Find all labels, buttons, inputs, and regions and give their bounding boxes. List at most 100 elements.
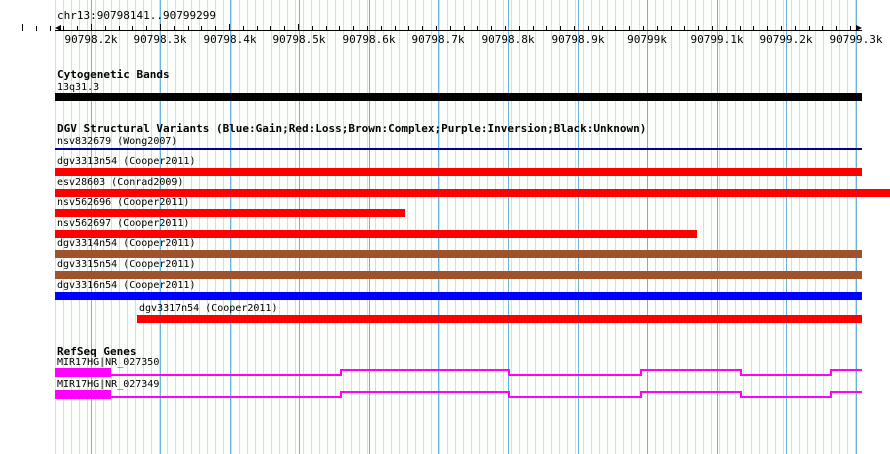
ruler-tick-minor (353, 26, 354, 31)
ruler-tick-minor (850, 26, 851, 31)
gridline-minor (823, 0, 824, 454)
gridline-minor (855, 0, 856, 454)
gridline-minor (575, 0, 576, 454)
dgv-variant-bar[interactable] (137, 315, 862, 323)
ruler-tick-label: 90799.1k (690, 33, 744, 46)
gridline-minor (231, 0, 232, 454)
dgv-variant-bar[interactable] (55, 271, 862, 279)
dgv-variant-label: nsv562697 (Cooper2011) (57, 218, 190, 229)
gridline-minor (599, 0, 600, 454)
ruler-tick-minor (712, 26, 713, 31)
gridline-minor (111, 0, 112, 454)
ruler-tick-minor (395, 26, 396, 31)
refseq-intron-riser (508, 391, 510, 398)
gridline-minor (127, 0, 128, 454)
gridline-minor (583, 0, 584, 454)
refseq-intron-riser (340, 369, 342, 376)
dgv-variant-bar[interactable] (55, 292, 862, 300)
gridline-minor (679, 0, 680, 454)
ruler-tick-minor (408, 26, 409, 31)
dgv-variant-label: esv28603 (Conrad2009) (57, 177, 184, 188)
ruler-tick-minor (270, 26, 271, 31)
gridline-minor (375, 0, 376, 454)
ruler-tick-minor (726, 26, 727, 31)
ruler-tick-minor (464, 26, 465, 31)
dgv-variant-bar[interactable] (55, 230, 697, 238)
gridline-major (369, 0, 370, 454)
ruler-tick-minor (36, 26, 37, 31)
dgv-variant-bar[interactable] (55, 209, 405, 217)
ruler-tick-minor (588, 26, 589, 31)
dgv-variant-bar[interactable] (55, 168, 862, 176)
ruler-tick-minor (684, 26, 685, 31)
gridline-minor (743, 0, 744, 454)
ruler-tick-minor (795, 26, 796, 31)
dgv-variant-label: nsv832679 (Wong2007) (57, 136, 178, 147)
ruler-tick-major (22, 24, 23, 31)
coordinate-ruler[interactable]: chr13:90798141..90799299 90798.2k 90798.3… (0, 0, 890, 48)
gridline-minor (311, 0, 312, 454)
gridline-minor (439, 0, 440, 454)
ruler-tick-minor (671, 26, 672, 31)
gridline-minor (711, 0, 712, 454)
gridline-minor (135, 0, 136, 454)
right-margin (862, 0, 890, 454)
ruler-tick-minor (657, 26, 658, 31)
gridline-minor (415, 0, 416, 454)
cytoband-bar[interactable] (55, 93, 862, 101)
refseq-exon-block[interactable] (55, 368, 111, 377)
dgv-variant-bar[interactable] (55, 189, 890, 197)
section-title-refseq-genes: RefSeq Genes (57, 345, 137, 358)
ruler-tick-minor (284, 26, 285, 31)
gridline-minor (759, 0, 760, 454)
gridline-minor (143, 0, 144, 454)
dgv-variant-label: dgv3315n54 (Cooper2011) (57, 259, 196, 270)
gridline-minor (687, 0, 688, 454)
gridline-minor (223, 0, 224, 454)
refseq-intron-riser (340, 391, 342, 398)
gridline-major (578, 0, 579, 454)
gridline-minor (719, 0, 720, 454)
gridline-minor (295, 0, 296, 454)
gridline-minor (815, 0, 816, 454)
refseq-intron-line (508, 396, 640, 398)
gridline-minor (255, 0, 256, 454)
gridline-major (299, 0, 300, 454)
axis-line (55, 30, 862, 31)
ruler-tick-minor (312, 26, 313, 31)
gridline-major (230, 0, 231, 454)
gridline-minor (807, 0, 808, 454)
ruler-tick-minor (381, 26, 382, 31)
refseq-exon-block[interactable] (55, 390, 111, 399)
ruler-tick-minor (105, 26, 106, 31)
dgv-variant-bar[interactable] (55, 250, 862, 258)
gridline-minor (623, 0, 624, 454)
refseq-intron-line (111, 374, 340, 376)
ruler-tick-label: 90798.3k (133, 33, 187, 46)
gridline-minor (55, 0, 56, 454)
gridline-minor (567, 0, 568, 454)
gridline-minor (183, 0, 184, 454)
gridline-minor (535, 0, 536, 454)
ruler-tick-minor (326, 26, 327, 31)
ruler-tick-minor (50, 26, 51, 31)
dgv-variant-bar[interactable] (55, 148, 862, 150)
left-margin (0, 0, 55, 454)
ruler-tick-minor (698, 26, 699, 31)
refseq-intron-line (772, 374, 830, 376)
gridline-minor (527, 0, 528, 454)
ruler-tick-minor (146, 26, 147, 31)
gridline-minor (655, 0, 656, 454)
gridline-minor (367, 0, 368, 454)
axis-arrow-left-icon (55, 25, 61, 31)
ruler-tick-major (91, 24, 92, 31)
section-title-cytogenetic-bands: Cytogenetic Bands (57, 68, 170, 81)
ruler-tick-label: 90799k (627, 33, 667, 46)
gridline-minor (591, 0, 592, 454)
axis-arrow-right-icon (856, 25, 862, 31)
gridline-minor (775, 0, 776, 454)
gridline-minor (503, 0, 504, 454)
ruler-tick-minor (257, 26, 258, 31)
gridline-major (786, 0, 787, 454)
